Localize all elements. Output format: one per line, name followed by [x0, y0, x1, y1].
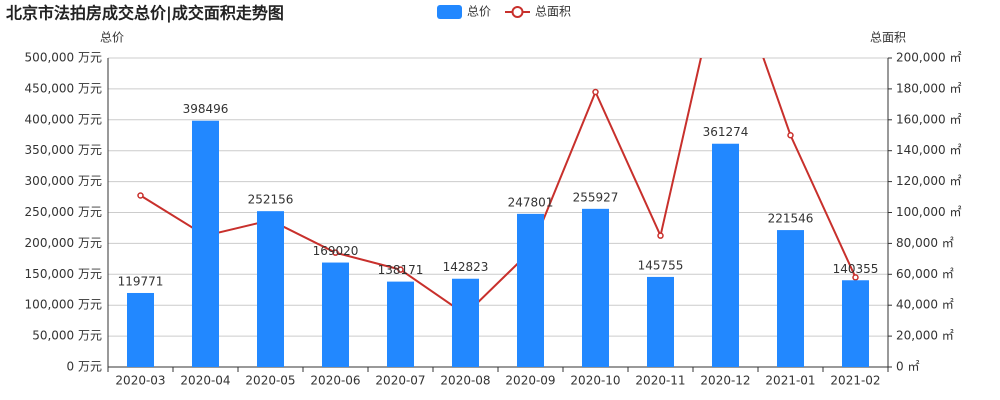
- y2-tick-label: 60,000 ㎡: [896, 267, 954, 281]
- bar: [647, 276, 674, 367]
- line-point: [787, 132, 794, 139]
- y-tick-label: 0 万元: [67, 360, 102, 374]
- x-tick-label: 2021-01: [765, 374, 815, 388]
- bar: [517, 213, 544, 367]
- value-label: 361274: [703, 125, 749, 139]
- y2-tick-label: 140,000 ㎡: [896, 143, 961, 157]
- line-point: [592, 88, 599, 96]
- value-label: 138171: [378, 263, 424, 277]
- x-tick-label: 2020-08: [440, 374, 490, 388]
- line: [139, 58, 857, 316]
- bar: [777, 230, 804, 367]
- y2-tick-label: 40,000 ㎡: [896, 298, 954, 312]
- y2-tick-label: 100,000 ㎡: [896, 205, 961, 219]
- value-label: 221546: [768, 212, 814, 226]
- line-point: [137, 192, 144, 199]
- y-tick-label: 450,000 万元: [25, 81, 102, 95]
- legend-swatch: [437, 5, 462, 19]
- value-label: 140355: [833, 262, 879, 276]
- y-tick-label: 350,000 万元: [25, 143, 102, 157]
- bar: [322, 262, 349, 367]
- x-tick-label: 2020-05: [245, 374, 295, 388]
- value-label: 169020: [313, 244, 359, 258]
- value-label: 247801: [508, 195, 554, 209]
- line-point: [397, 266, 404, 273]
- value-label: 145755: [638, 258, 684, 272]
- y-tick-label: 400,000 万元: [25, 112, 102, 126]
- y2-axis-label: 总面积: [870, 31, 906, 45]
- chart-title: 北京市法拍房成交总价|成交面积走势图: [6, 4, 284, 24]
- legend-label: 总面积: [535, 5, 571, 19]
- bar: [127, 292, 154, 367]
- x-tick-label: 2020-06: [310, 374, 360, 388]
- y2-tick-label: 160,000 ㎡: [896, 112, 961, 126]
- value-label: 119771: [118, 274, 164, 288]
- bar: [582, 208, 609, 367]
- bar: [712, 143, 739, 367]
- bar: [387, 281, 414, 367]
- value-label: 142823: [443, 260, 489, 274]
- y-tick-label: 300,000 万元: [25, 174, 102, 188]
- line-point: [332, 249, 339, 256]
- y2-tick-label: 20,000 ㎡: [896, 329, 954, 343]
- x-tick-label: 2020-03: [115, 374, 165, 388]
- y2-tick-label: 80,000 ㎡: [896, 236, 954, 250]
- x-tick-label: 2020-11: [635, 374, 685, 388]
- value-label: 252156: [248, 193, 294, 207]
- y-axis-label: 总价: [100, 31, 124, 45]
- y2-tick-label: 200,000 ㎡: [896, 51, 961, 65]
- y-tick-label: 500,000 万元: [25, 51, 102, 65]
- y2-tick-label: 180,000 ㎡: [896, 81, 961, 95]
- line-point: [657, 232, 664, 239]
- x-tick-label: 2020-12: [700, 374, 750, 388]
- line-point: [852, 274, 859, 281]
- x-tick-label: 2020-09: [505, 374, 555, 388]
- plot-area: [137, 58, 859, 318]
- y-tick-label: 150,000 万元: [25, 267, 102, 281]
- x-tick-label: 2020-10: [570, 374, 620, 388]
- x-tick-label: 2020-04: [180, 374, 230, 388]
- bar: [842, 280, 869, 367]
- bar: [257, 211, 284, 367]
- x-tick-label: 2020-07: [375, 374, 425, 388]
- y2-tick-label: 120,000 ㎡: [896, 174, 961, 188]
- value-label: 398496: [183, 102, 229, 116]
- value-label: 255927: [573, 190, 619, 204]
- bar: [452, 278, 479, 367]
- bar: [192, 120, 219, 368]
- y-tick-label: 200,000 万元: [25, 236, 102, 250]
- y-tick-label: 50,000 万元: [32, 329, 102, 343]
- x-tick-label: 2021-02: [830, 374, 880, 388]
- legend-label: 总价: [467, 5, 491, 19]
- legend-swatch: [511, 6, 524, 18]
- y-tick-label: 250,000 万元: [25, 205, 102, 219]
- y2-tick-label: 0 ㎡: [896, 360, 919, 374]
- y-tick-label: 100,000 万元: [25, 298, 102, 312]
